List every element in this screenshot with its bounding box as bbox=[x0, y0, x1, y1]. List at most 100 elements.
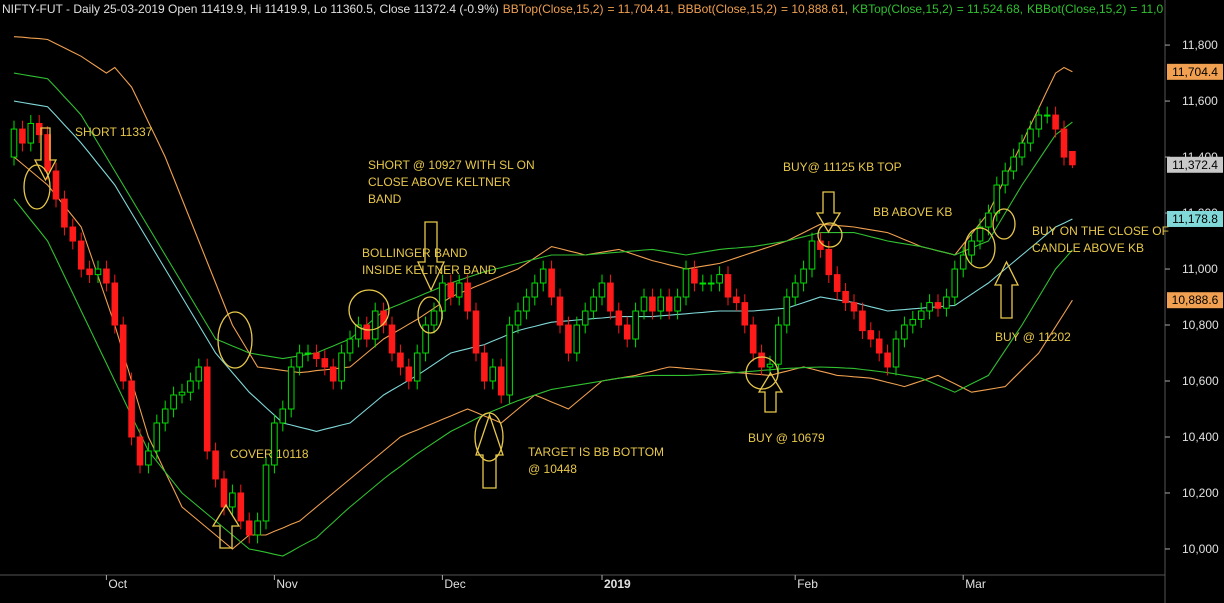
candle-body bbox=[968, 240, 975, 256]
annotation: @ 10448 bbox=[528, 462, 577, 476]
candle-body bbox=[321, 358, 329, 368]
candle-body bbox=[69, 226, 77, 242]
annotation: BAND bbox=[368, 192, 402, 206]
candle-body bbox=[287, 366, 295, 410]
candle-body bbox=[758, 352, 765, 368]
candle-body bbox=[1027, 128, 1034, 144]
candle-body bbox=[170, 394, 177, 410]
y-tick-label: 10,000 bbox=[1182, 542, 1219, 556]
annotation: BOLLINGER BAND bbox=[362, 246, 468, 260]
candle-body bbox=[279, 408, 287, 424]
candle-body bbox=[775, 324, 782, 365]
highlight-circle bbox=[417, 296, 443, 334]
band-line bbox=[13, 36, 1073, 374]
y-tick-label: 11,000 bbox=[1182, 262, 1218, 276]
annotation: BUY ON THE CLOSE OF bbox=[1032, 224, 1169, 238]
candle-body bbox=[884, 352, 891, 368]
candle-body bbox=[808, 240, 816, 270]
x-tick-label: Feb bbox=[797, 577, 818, 591]
chart-title: NIFTY-FUT - Daily 25-03-2019 Open 11419.… bbox=[2, 2, 499, 16]
candle-body bbox=[590, 296, 597, 312]
candle-body bbox=[934, 302, 942, 309]
band-line bbox=[13, 156, 1073, 550]
annotation: INSIDE KELTNER BAND bbox=[362, 263, 497, 277]
candle-body bbox=[842, 290, 849, 304]
candle-body bbox=[917, 310, 925, 320]
candle-body bbox=[61, 198, 68, 228]
candle-body bbox=[724, 274, 732, 298]
up-arrow bbox=[993, 260, 1020, 319]
candle-body bbox=[859, 310, 866, 332]
candle-body bbox=[1069, 150, 1076, 166]
candle-body bbox=[422, 324, 429, 354]
legend-name: BBBot(Close,15,2) bbox=[677, 2, 778, 16]
highlight-circle bbox=[992, 208, 1016, 240]
price-tag-label: 11,704.4 bbox=[1172, 65, 1218, 79]
candle-body bbox=[86, 268, 93, 276]
up-arrow bbox=[211, 503, 241, 549]
legend-value: = 11,704.41, bbox=[607, 2, 674, 16]
candle-body bbox=[506, 324, 513, 396]
candle-body bbox=[355, 324, 362, 340]
y-tick-label: 11,600 bbox=[1182, 94, 1218, 108]
candle-body bbox=[749, 324, 757, 354]
candle-body bbox=[901, 324, 908, 340]
up-arrow bbox=[757, 371, 784, 413]
candle-body bbox=[657, 296, 665, 312]
x-tick-label: Dec bbox=[444, 577, 465, 591]
chart-header: NIFTY-FUT - Daily 25-03-2019 Open 11419.… bbox=[0, 0, 1163, 18]
candle-body bbox=[665, 296, 673, 312]
candle-body bbox=[153, 422, 161, 452]
price-tag-label: 10,888.6 bbox=[1172, 293, 1219, 307]
candle-body bbox=[985, 212, 992, 228]
annotation: TARGET IS BB BOTTOM bbox=[528, 445, 664, 459]
annotation: BUY@ 11125 KB TOP bbox=[783, 160, 902, 174]
candle-body bbox=[783, 296, 791, 326]
candle-body bbox=[329, 366, 337, 382]
candle-body bbox=[1035, 114, 1043, 130]
candle-body bbox=[943, 296, 950, 309]
candle-body bbox=[523, 296, 530, 312]
candle-body bbox=[187, 380, 194, 393]
candle-body bbox=[296, 352, 303, 368]
candle-body bbox=[1018, 142, 1026, 158]
y-tick-label: 10,600 bbox=[1182, 374, 1219, 388]
candle-body bbox=[136, 436, 144, 466]
candle-body bbox=[1010, 156, 1017, 172]
candle-body bbox=[497, 366, 505, 396]
candle-body bbox=[909, 318, 917, 326]
legend-name: BBTop(Close,15,2) bbox=[502, 2, 604, 16]
legend-value: = 11,524.68, bbox=[956, 2, 1023, 16]
band-line bbox=[13, 100, 1073, 432]
candle-body bbox=[565, 324, 572, 354]
down-arrow bbox=[416, 221, 446, 292]
candle-body bbox=[203, 366, 211, 452]
candle-body bbox=[128, 380, 135, 438]
candle-body bbox=[556, 296, 564, 326]
candle-body bbox=[178, 391, 186, 396]
candle-body bbox=[413, 352, 421, 382]
candle-body bbox=[548, 268, 555, 298]
x-tick-label: Mar bbox=[965, 577, 986, 591]
price-tag-label: 11,178.8 bbox=[1172, 212, 1218, 226]
candle-body bbox=[229, 492, 236, 508]
candle-body bbox=[867, 330, 875, 340]
annotation: BB ABOVE KB bbox=[873, 205, 952, 219]
candle-body bbox=[766, 363, 774, 368]
candle-body bbox=[363, 324, 371, 340]
candle-body bbox=[212, 450, 219, 480]
candle-body bbox=[741, 302, 749, 326]
band-line bbox=[13, 72, 1073, 360]
price-tag bbox=[1167, 63, 1223, 80]
y-tick-label: 10,400 bbox=[1182, 430, 1219, 444]
price-tag bbox=[1167, 292, 1223, 309]
candle-body bbox=[875, 338, 883, 354]
candle-body bbox=[464, 282, 471, 312]
candle-body bbox=[791, 282, 799, 298]
candle-body bbox=[607, 282, 614, 312]
candle-body bbox=[1060, 128, 1068, 158]
candle-body bbox=[691, 268, 698, 284]
candle-body bbox=[707, 282, 715, 285]
candle-body bbox=[825, 248, 833, 276]
